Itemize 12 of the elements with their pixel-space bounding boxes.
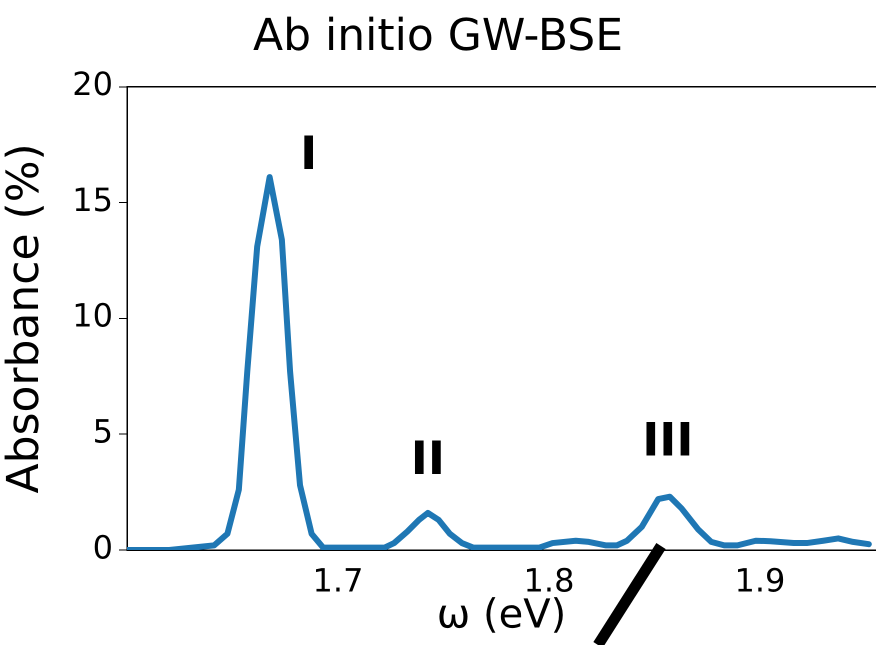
y-axis-title: Absorbance (%) — [0, 143, 49, 494]
y-tick-label: 20 — [72, 65, 113, 104]
annotation: II — [410, 430, 445, 485]
annotation: III — [642, 412, 694, 467]
y-tick-label: 5 — [92, 412, 113, 451]
y-tick-label: 15 — [72, 180, 113, 219]
y-tick-label: 10 — [72, 296, 113, 335]
y-tick-label: 0 — [92, 528, 113, 566]
chart-title: Ab initio GW-BSE — [252, 10, 624, 61]
x-tick-label: 1.7 — [312, 562, 364, 600]
x-tick-label: 1.9 — [734, 562, 786, 600]
annotation: I — [300, 126, 318, 180]
